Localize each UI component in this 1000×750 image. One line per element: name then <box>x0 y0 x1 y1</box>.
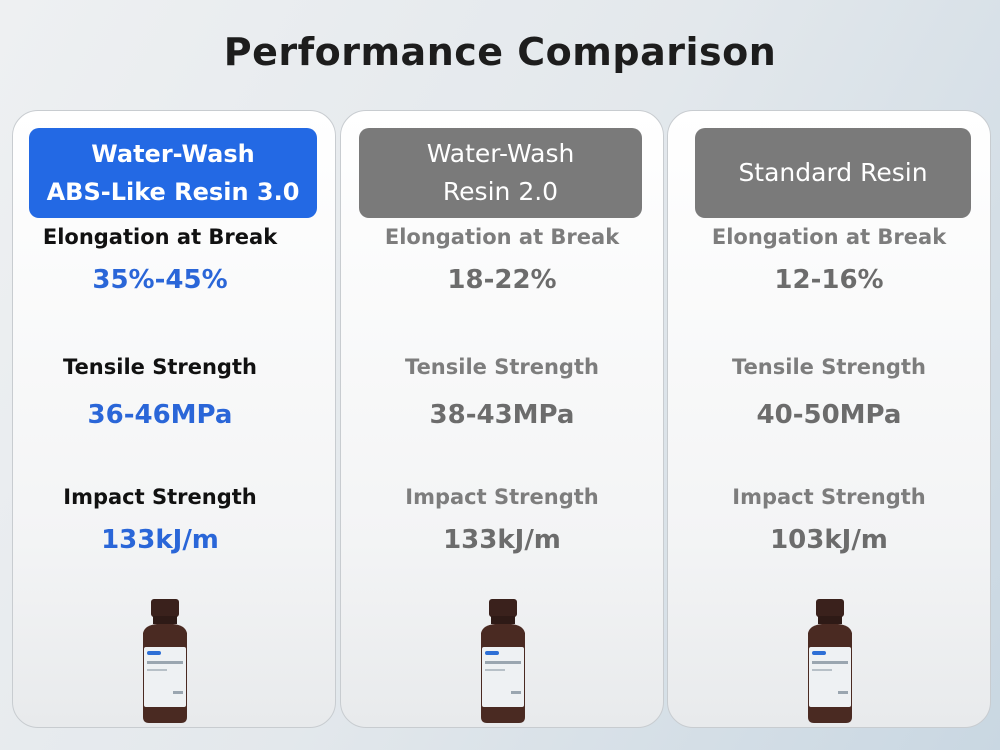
metric-label: Impact Strength <box>63 485 257 509</box>
metric-value: 133kJ/m <box>101 525 219 555</box>
column-card: Water-Wash ABS-Like Resin 3.0 Elongation a… <box>12 110 336 728</box>
metric-label: Elongation at Break <box>384 225 620 249</box>
metric-label: Tensile Strength <box>732 355 926 379</box>
metric-value: 18-22% <box>447 265 557 295</box>
header-line: Resin 2.0 <box>442 177 559 206</box>
column-header: Water-Wash ABS-Like Resin 3.0 <box>29 128 317 218</box>
column-header: Water-Wash Resin 2.0 <box>359 128 642 218</box>
metric-value: 36-46MPa <box>87 400 233 430</box>
metric-label: Elongation at Break <box>42 225 278 249</box>
metric-label: Tensile Strength <box>63 355 257 379</box>
header-line: Water-Wash <box>91 140 255 168</box>
column-header: Standard Resin <box>695 128 971 218</box>
column-card: Water-Wash Resin 2.0 Elongation at Break 18… <box>340 110 664 728</box>
page-title: Performance Comparison <box>223 30 777 74</box>
metric-value: 133kJ/m <box>443 525 561 555</box>
metric-value: 40-50MPa <box>756 400 902 430</box>
resin-bottle <box>481 599 525 723</box>
resin-bottle <box>808 599 852 723</box>
header-line: Water-Wash <box>426 139 575 168</box>
metric-value: 103kJ/m <box>770 525 888 555</box>
resin-bottle <box>143 599 187 723</box>
header-line: Standard Resin <box>738 158 928 187</box>
column-card: Standard Resin Elongation at Break 12-16% T… <box>667 110 991 728</box>
header-line: ABS-Like Resin 3.0 <box>46 178 300 206</box>
metric-value: 38-43MPa <box>429 400 575 430</box>
metric-label: Impact Strength <box>405 485 599 509</box>
metric-label: Impact Strength <box>732 485 926 509</box>
metric-label: Tensile Strength <box>405 355 599 379</box>
metric-value: 12-16% <box>774 265 884 295</box>
metric-label: Elongation at Break <box>711 225 947 249</box>
metric-value: 35%-45% <box>92 265 228 295</box>
